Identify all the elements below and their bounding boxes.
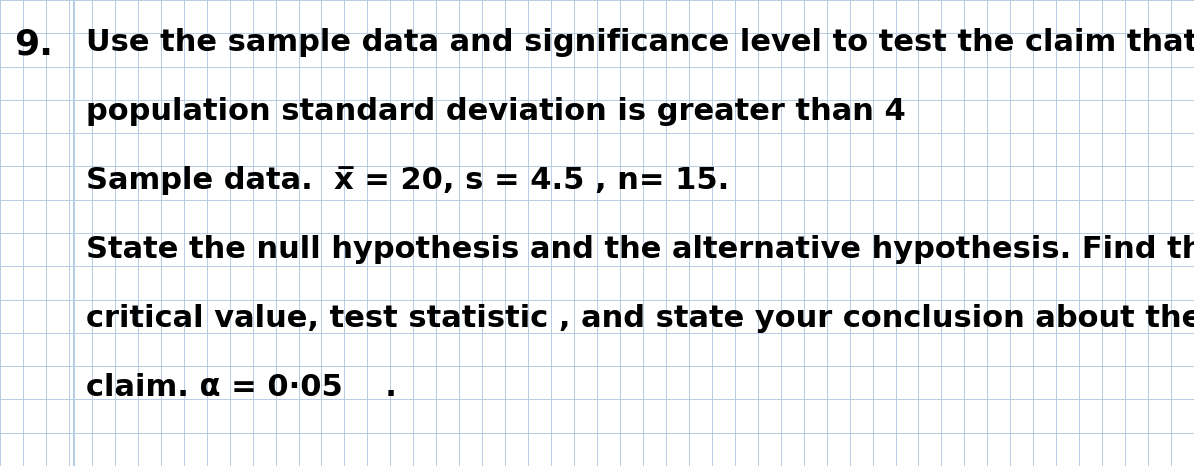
Text: population standard deviation is greater than 4: population standard deviation is greater… (86, 97, 906, 126)
Text: claim. α = 0·05    .: claim. α = 0·05 . (86, 373, 396, 402)
Text: State the null hypothesis and the alternative hypothesis. Find the: State the null hypothesis and the altern… (86, 235, 1194, 264)
Text: Use the sample data and significance level to test the claim that the: Use the sample data and significance lev… (86, 28, 1194, 57)
Text: Sample data.  x̅ = 20, s = 4.5 , n= 15.: Sample data. x̅ = 20, s = 4.5 , n= 15. (86, 166, 730, 195)
Text: 9.: 9. (14, 28, 54, 62)
Text: critical value, test statistic , and state your conclusion about the: critical value, test statistic , and sta… (86, 304, 1194, 333)
